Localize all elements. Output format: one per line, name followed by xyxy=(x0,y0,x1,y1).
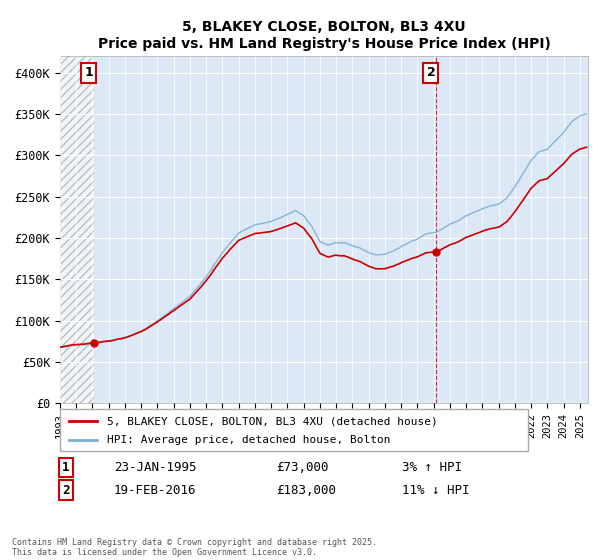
Bar xyxy=(60,56,94,403)
Text: Contains HM Land Registry data © Crown copyright and database right 2025.
This d: Contains HM Land Registry data © Crown c… xyxy=(12,538,377,557)
Text: 5, BLAKEY CLOSE, BOLTON, BL3 4XU (detached house): 5, BLAKEY CLOSE, BOLTON, BL3 4XU (detach… xyxy=(107,417,437,426)
Text: 19-FEB-2016: 19-FEB-2016 xyxy=(114,483,197,497)
Text: 1: 1 xyxy=(85,67,93,80)
Text: 1: 1 xyxy=(62,461,70,474)
Title: 5, BLAKEY CLOSE, BOLTON, BL3 4XU
Price paid vs. HM Land Registry's House Price I: 5, BLAKEY CLOSE, BOLTON, BL3 4XU Price p… xyxy=(98,21,550,50)
FancyBboxPatch shape xyxy=(60,409,528,451)
Text: 3% ↑ HPI: 3% ↑ HPI xyxy=(402,461,462,474)
Text: 23-JAN-1995: 23-JAN-1995 xyxy=(114,461,197,474)
Text: HPI: Average price, detached house, Bolton: HPI: Average price, detached house, Bolt… xyxy=(107,435,391,445)
Text: 2: 2 xyxy=(62,483,70,497)
Text: £183,000: £183,000 xyxy=(276,483,336,497)
Point xyxy=(431,248,440,256)
Text: £73,000: £73,000 xyxy=(276,461,329,474)
Text: 11% ↓ HPI: 11% ↓ HPI xyxy=(402,483,470,497)
Point xyxy=(89,338,98,347)
Text: 2: 2 xyxy=(427,67,435,80)
